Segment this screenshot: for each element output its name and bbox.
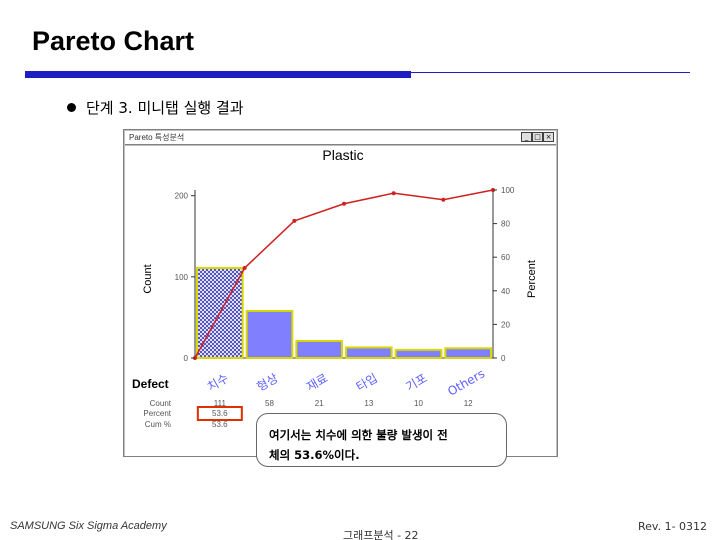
- bar: [245, 309, 294, 359]
- y2-tick-label: 0: [501, 354, 506, 363]
- category-label: 기포: [403, 371, 429, 394]
- percent-highlight-box: [196, 406, 243, 421]
- table-cum-cell: 53.6: [212, 420, 228, 429]
- bar: [394, 348, 443, 360]
- cumulative-point: [441, 197, 446, 202]
- category-label: 치수: [205, 371, 231, 394]
- maximize-button[interactable]: □: [532, 132, 543, 142]
- window-titlebar[interactable]: Pareto 특성분석 _ □ ×: [125, 131, 556, 145]
- category-label: 형상: [254, 371, 280, 394]
- y2-axis-label: Percent: [526, 260, 538, 298]
- bullet-text: 단계 3. 미니탭 실행 결과: [86, 99, 244, 117]
- cumulative-point: [391, 191, 396, 196]
- footer-brand: SAMSUNG Six Sigma Academy: [10, 520, 167, 532]
- cumulative-point: [342, 201, 346, 206]
- chart-area: Plastic Count Percent Defect 0 100 200 0 20 4…: [125, 146, 556, 456]
- category-label: Others: [445, 366, 487, 398]
- category-label: 재료: [304, 371, 330, 394]
- table-row-label: Cum %: [145, 420, 171, 429]
- table-count-cell: 12: [464, 399, 473, 408]
- minimize-button[interactable]: _: [521, 132, 532, 142]
- table-count-cell: 13: [364, 399, 373, 408]
- table-row-label: Count: [150, 399, 172, 408]
- table-count-cell: 111: [214, 399, 227, 408]
- bar: [444, 347, 493, 359]
- slide-title: Pareto Chart: [32, 26, 195, 56]
- y2-tick-label: 20: [501, 320, 510, 329]
- callout-line-1: 여기서는 치수에 의한 불량 발생이 전: [269, 428, 448, 442]
- y2-tick-label: 80: [501, 220, 510, 229]
- footer-revision: Rev. 1- 0312: [638, 520, 708, 533]
- bullet-line: 단계 3. 미니탭 실행 결과: [67, 97, 244, 118]
- cumulative-point: [242, 265, 247, 270]
- minitab-window: Pareto 특성분석 _ □ × Plastic Count Percent …: [123, 129, 558, 457]
- y-tick-label: 200: [175, 192, 189, 201]
- callout-box: 여기서는 치수에 의한 불량 발생이 전 체의 53.6%이다.: [256, 413, 507, 467]
- table-count-cell: 21: [315, 399, 324, 408]
- bar: [345, 346, 393, 360]
- y2-tick-label: 60: [501, 253, 510, 262]
- table-count-cell: 10: [414, 399, 423, 408]
- table-count-cell: 58: [265, 399, 274, 408]
- cumulative-point: [292, 218, 297, 223]
- window-title: Pareto 특성분석: [129, 133, 185, 142]
- category-label: 타입: [354, 371, 380, 394]
- x-axis-label: Defect: [132, 377, 169, 391]
- close-button[interactable]: ×: [543, 132, 554, 142]
- footer-page: 그래프분석 - 22: [343, 529, 419, 540]
- table-row-label: Percent: [143, 409, 171, 418]
- bar: [295, 339, 343, 360]
- callout-line-2: 체의 53.6%이다.: [269, 448, 360, 462]
- pareto-chart: Plastic Count Percent Defect 0 100 200 0 20 4…: [132, 147, 538, 429]
- table-percent-cell: 53.6: [212, 409, 228, 418]
- y2-tick-label: 40: [501, 287, 510, 296]
- y2-tick-label: 100: [501, 186, 515, 195]
- y-tick-label: 100: [175, 273, 189, 282]
- bullet-dot-icon: [67, 103, 76, 112]
- y-tick-label: 0: [184, 354, 189, 363]
- y-axis-label: Count: [142, 264, 154, 293]
- chart-title: Plastic: [322, 147, 363, 163]
- title-underline-thin: [411, 72, 690, 73]
- title-underline-thick: [25, 71, 411, 78]
